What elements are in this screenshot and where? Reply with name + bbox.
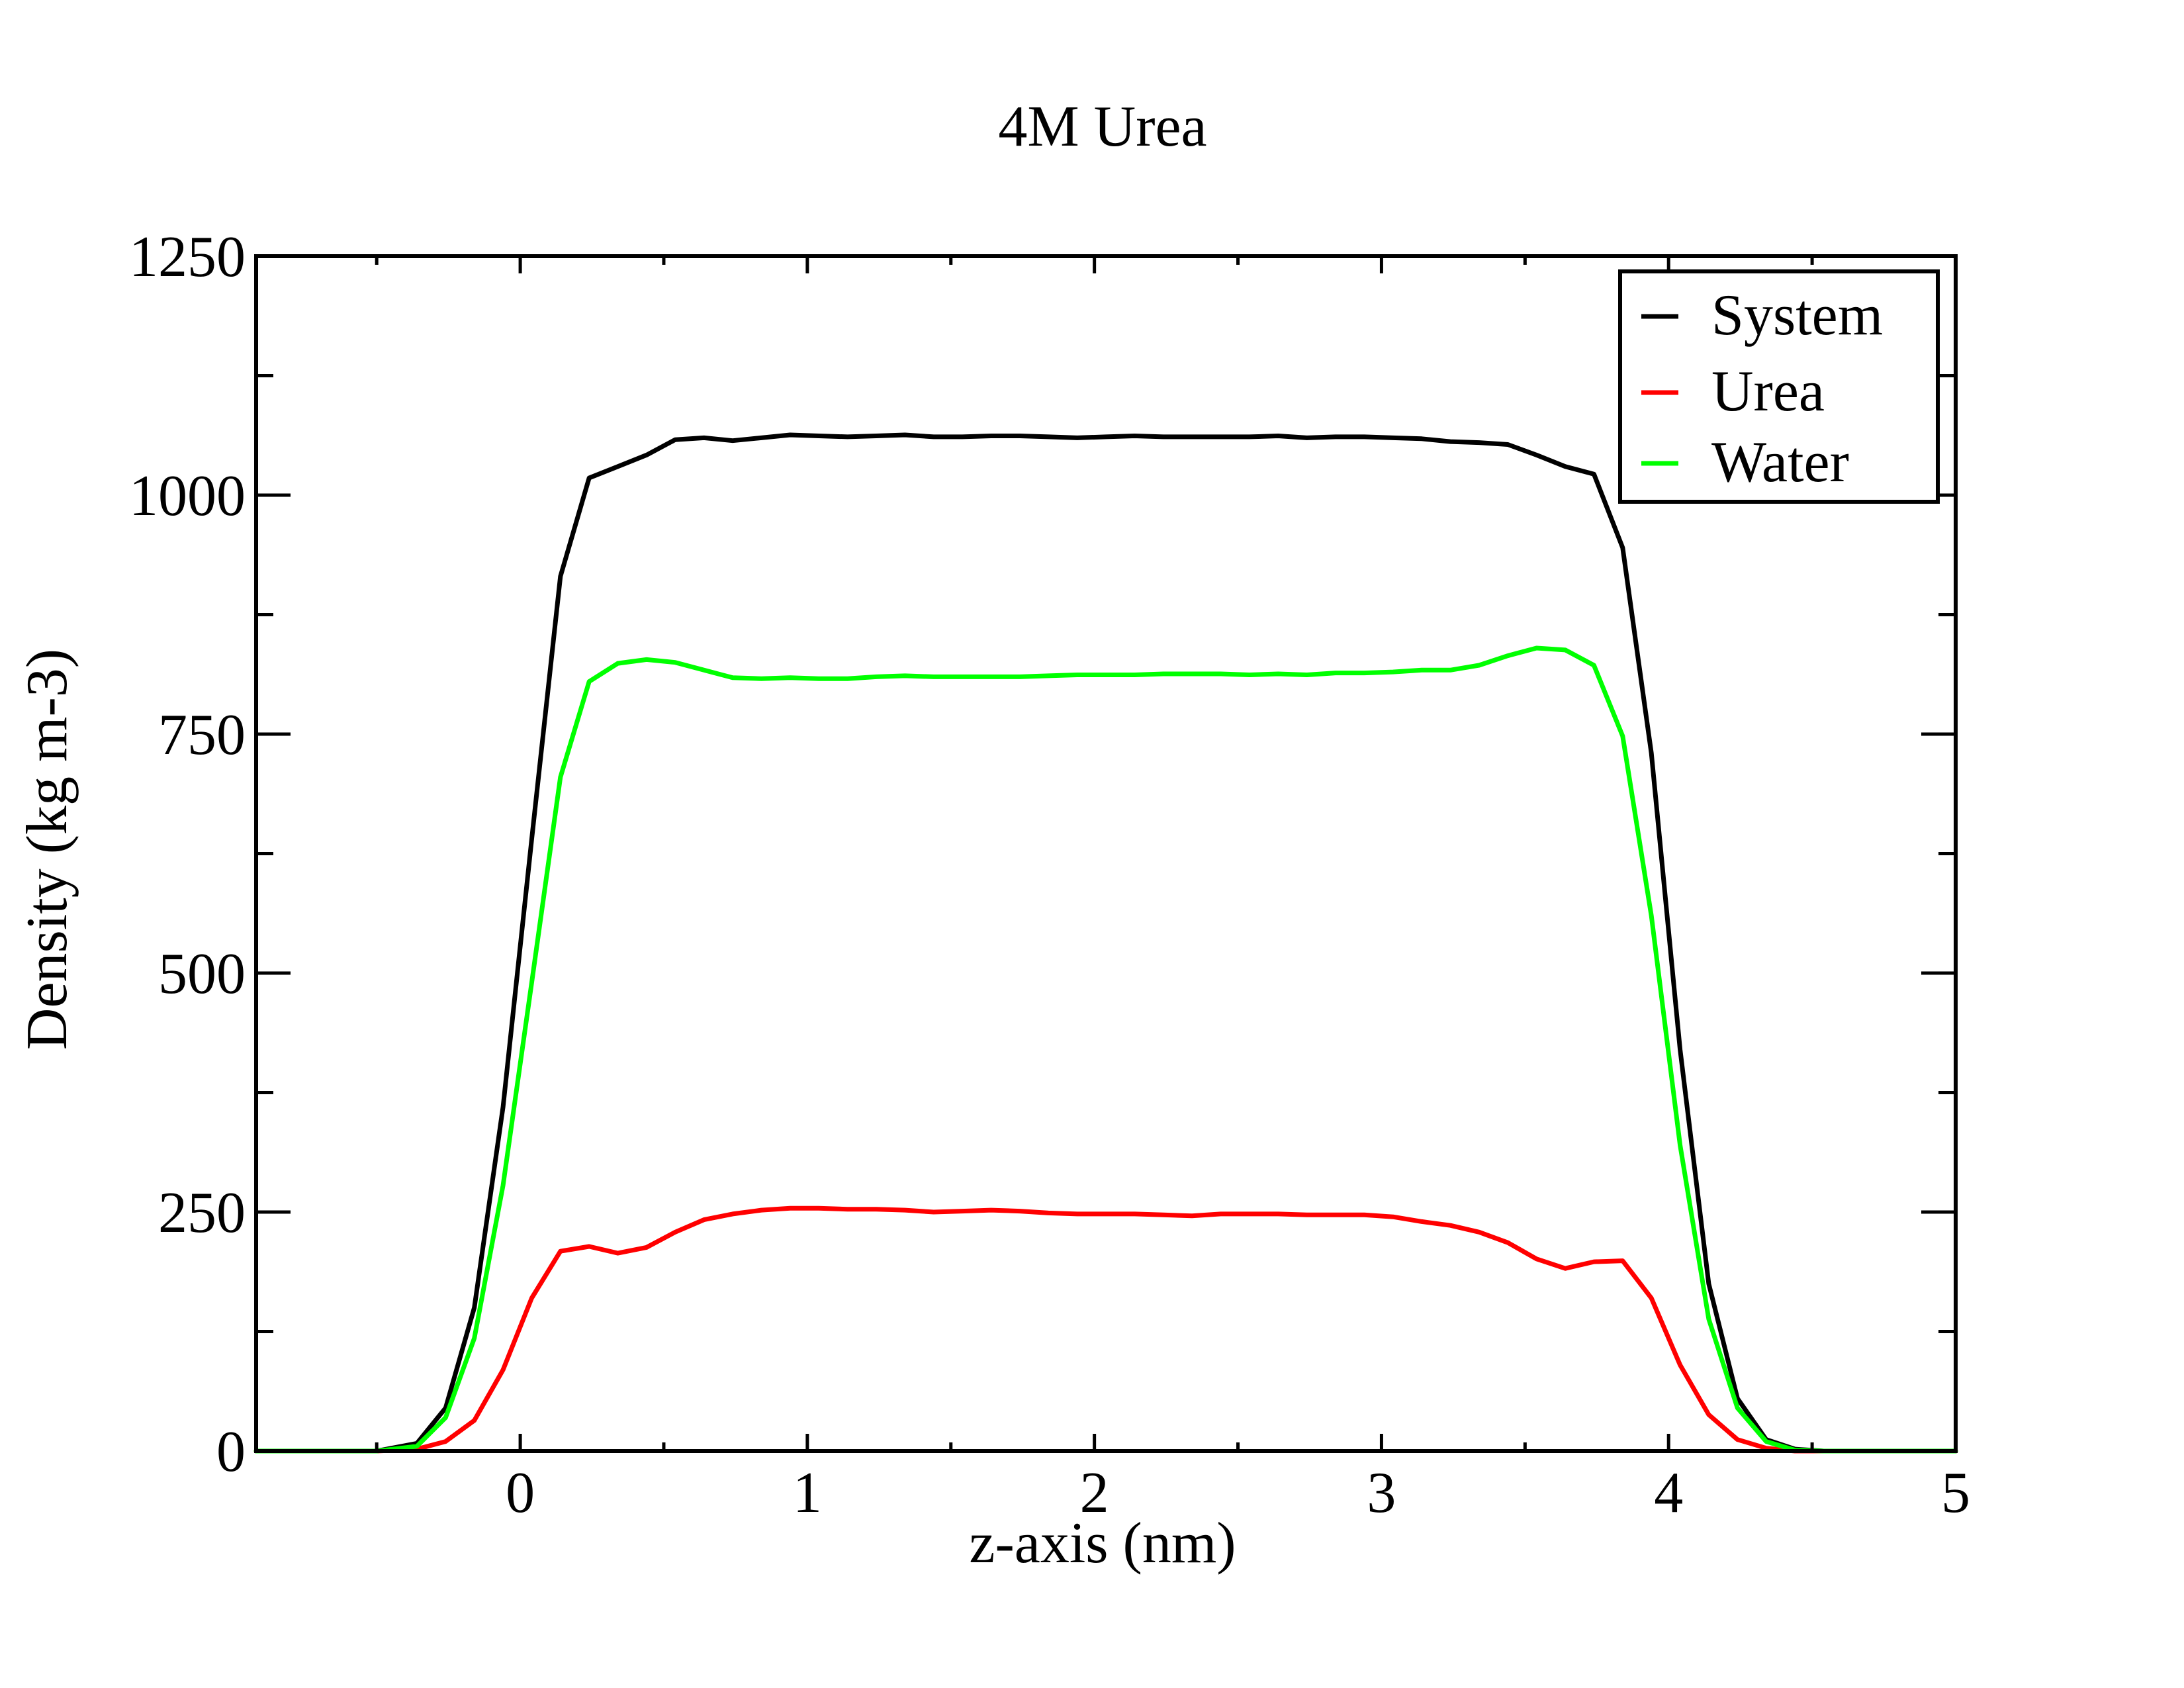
x-tick-label: 1 [793,1461,822,1525]
series-line-water [253,645,1958,1454]
legend-label-urea: Urea [1711,359,1825,424]
y-tick-label: 250 [158,1181,246,1245]
y-tick-label: 1250 [129,225,246,289]
y-tick-label: 500 [158,942,246,1006]
y-tick-label: 750 [158,703,246,767]
x-tick-label: 0 [506,1461,535,1525]
chart-title: 4M Urea [998,95,1206,159]
legend-label-system: System [1711,283,1883,348]
series-layer [253,432,1958,1454]
x-tick-label: 2 [1080,1461,1109,1525]
y-tick-label: 0 [216,1420,246,1484]
x-tick-label: 5 [1941,1461,1970,1525]
x-tick-label: 3 [1367,1461,1396,1525]
series-line-system [253,432,1958,1454]
series-line-urea [253,1205,1958,1454]
y-tick-label: 1000 [129,464,246,528]
legend: System Urea Water [1618,269,1940,504]
legend-label-water: Water [1711,430,1849,494]
y-axis-label: Density (kg m-3) [15,649,79,1050]
x-tick-label: 4 [1654,1461,1683,1525]
axis-layer: 0 1 2 3 4 5 0 250 500 750 1000 1250 [129,225,1970,1525]
x-axis-label: z-axis (nm) [969,1511,1236,1575]
